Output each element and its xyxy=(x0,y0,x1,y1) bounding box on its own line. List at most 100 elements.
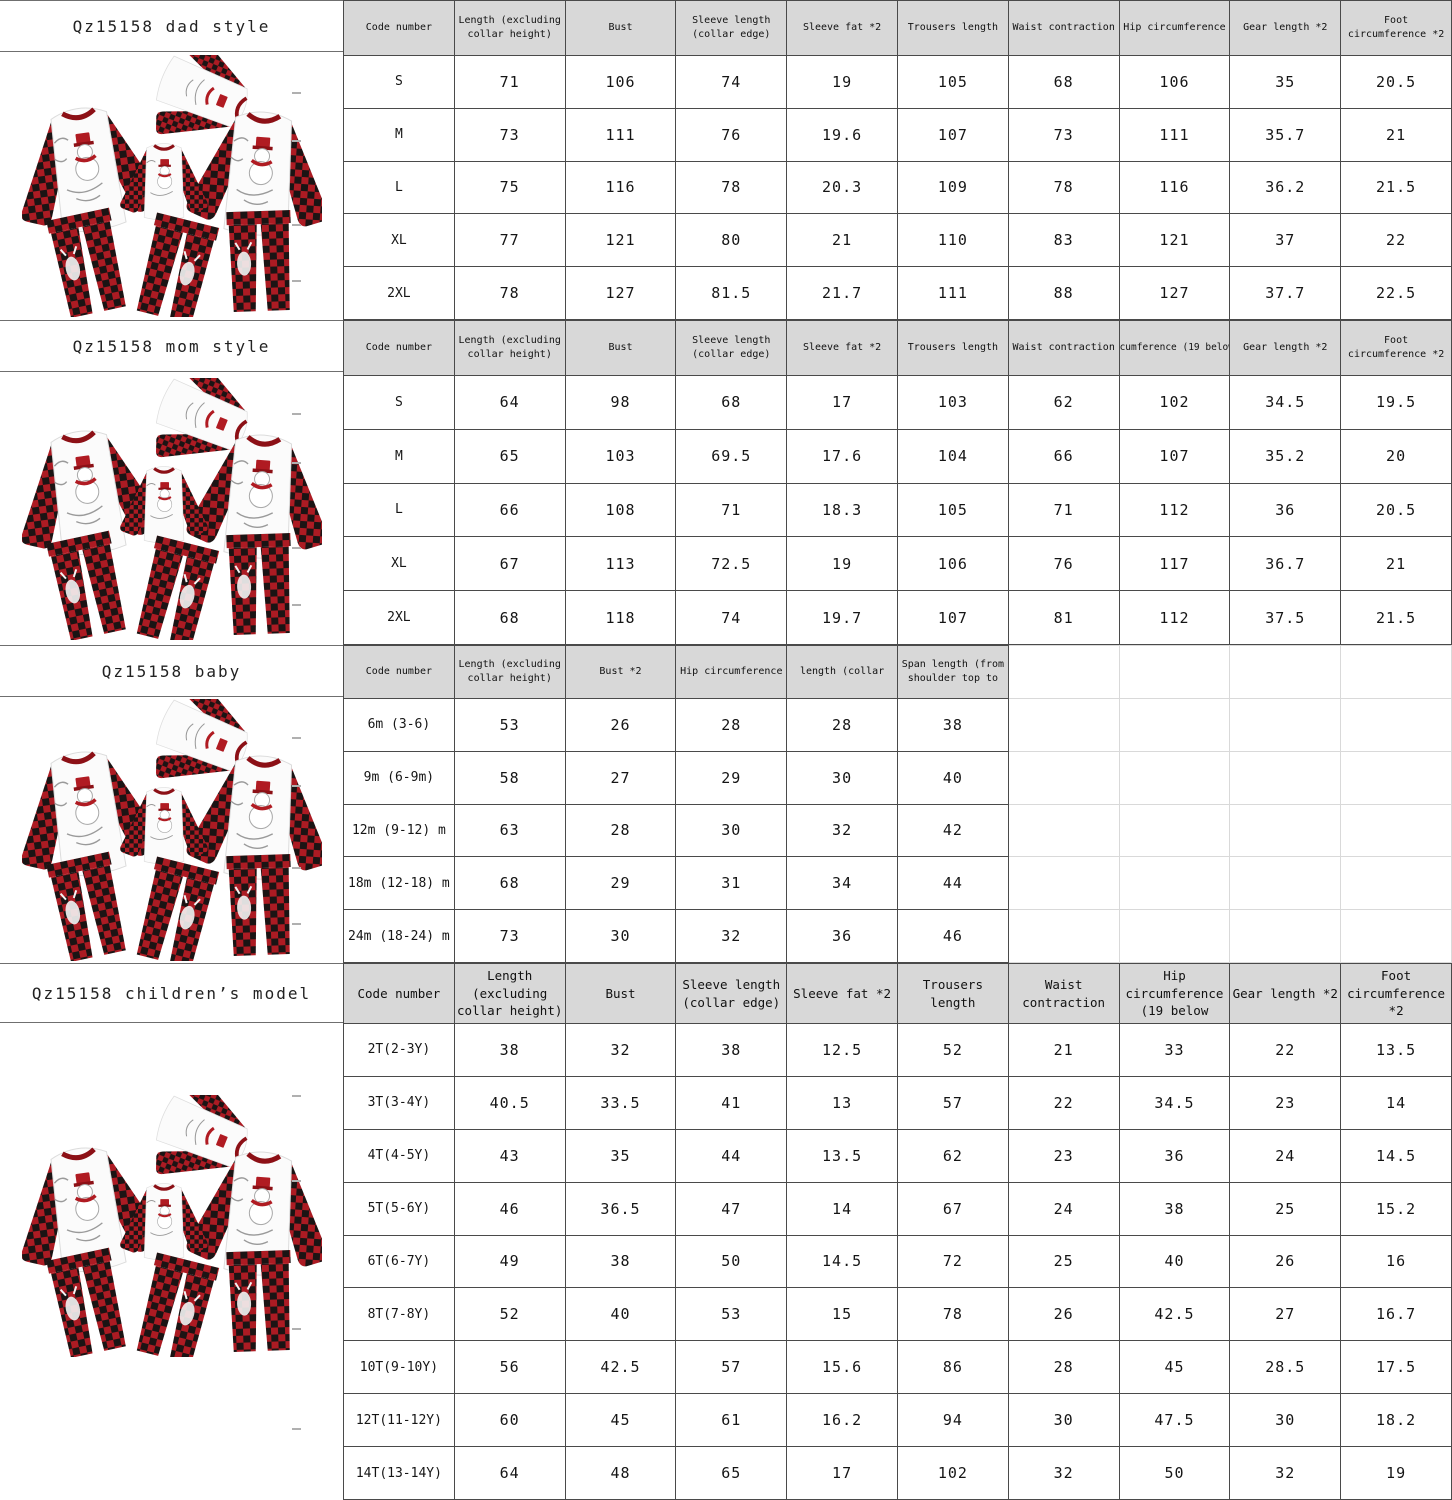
size-cell: 66 xyxy=(1007,428,1120,484)
table-row: 14T(13-14Y) 64 48 65 17 102 32 50 32 19 xyxy=(343,1446,1452,1500)
size-cell: 13 xyxy=(786,1075,898,1130)
column-header: Hip circumference (19 below xyxy=(1118,963,1231,1024)
fold-mark xyxy=(292,784,301,787)
size-cell: 105 xyxy=(896,55,1009,109)
column-header: Length (excluding collar height) xyxy=(453,320,566,376)
code-cell: 14T(13-14Y) xyxy=(343,1446,455,1500)
size-table-baby: Code number Length (excluding collar heig… xyxy=(343,645,1452,963)
code-cell: 12m (9-12) m xyxy=(343,803,455,858)
size-cell: 14.5 xyxy=(1340,1128,1452,1183)
column-header: Trousers length xyxy=(896,963,1009,1024)
size-cell: 62 xyxy=(1007,375,1120,430)
column-header: Code number xyxy=(343,963,455,1024)
size-cell: 63 xyxy=(453,803,566,858)
size-cell xyxy=(1007,698,1120,752)
size-cell: 15.6 xyxy=(786,1340,898,1395)
size-cell: 81.5 xyxy=(675,266,788,320)
size-cell: 103 xyxy=(564,428,677,484)
fold-mark xyxy=(292,546,301,549)
table-row: XL 77 121 80 21 110 83 121 37 22 xyxy=(343,213,1452,268)
fold-mark xyxy=(292,223,301,226)
size-cell: 38 xyxy=(1118,1181,1231,1236)
size-cell: 19.5 xyxy=(1340,375,1452,430)
size-cell: 37.5 xyxy=(1229,590,1342,645)
pajama-set-illustration xyxy=(21,377,322,640)
size-cell: 35.7 xyxy=(1229,107,1342,162)
size-cell: 21.5 xyxy=(1340,590,1452,645)
size-cell: 20.3 xyxy=(786,160,898,215)
fold-mark xyxy=(292,1094,301,1097)
header-row: Code number Length (excluding collar heig… xyxy=(343,320,1452,376)
size-cell: 27 xyxy=(564,750,677,805)
size-cell: 36 xyxy=(1118,1128,1231,1183)
size-cell: 32 xyxy=(786,803,898,858)
table-row: 2T(2-3Y) 38 32 38 12.5 52 21 33 22 13.5 xyxy=(343,1023,1452,1077)
column-header: Waist contraction xyxy=(1007,963,1120,1024)
size-cell: 76 xyxy=(1007,536,1120,592)
size-cell xyxy=(1007,856,1120,911)
size-cell: 116 xyxy=(1118,160,1231,215)
product-panel-dad: Qz15158 dad style xyxy=(0,0,343,320)
product-image xyxy=(0,372,343,645)
fold-mark xyxy=(292,1428,301,1431)
size-cell: 121 xyxy=(1118,213,1231,268)
size-cell: 25 xyxy=(1007,1234,1120,1289)
size-cell: 81 xyxy=(1007,590,1120,645)
size-cell: 111 xyxy=(896,266,1009,320)
pajama-set-illustration xyxy=(21,1095,322,1357)
section-title: Qz15158 children’s model xyxy=(0,963,343,1023)
size-cell: 46 xyxy=(453,1181,566,1236)
size-cell: 77 xyxy=(453,213,566,268)
size-cell: 57 xyxy=(896,1075,1009,1130)
size-table-children: Code number Length (excluding collar heig… xyxy=(343,963,1452,1500)
size-cell: 116 xyxy=(564,160,677,215)
size-cell xyxy=(1340,750,1452,805)
size-cell: 24 xyxy=(1007,1181,1120,1236)
size-cell: 38 xyxy=(453,1023,566,1077)
column-header: Sleeve fat *2 xyxy=(786,963,898,1024)
table-row: 12m (9-12) m 63 28 30 32 42 xyxy=(343,803,1452,858)
code-cell: 2XL xyxy=(343,590,455,645)
column-header: Foot circumference *2 xyxy=(1340,963,1452,1024)
size-cell: 42.5 xyxy=(564,1340,677,1395)
fold-mark xyxy=(292,604,301,607)
size-cell: 16.2 xyxy=(786,1393,898,1447)
size-cell: 127 xyxy=(1118,266,1231,320)
size-cell: 28 xyxy=(786,698,898,752)
size-cell: 36.7 xyxy=(1229,536,1342,592)
size-cell: 38 xyxy=(675,1023,788,1077)
column-header: Bust xyxy=(564,320,677,376)
size-cell: 46 xyxy=(896,909,1009,963)
size-cell: 30 xyxy=(564,909,677,963)
size-cell: 36 xyxy=(1229,482,1342,538)
size-cell: 21 xyxy=(1340,536,1452,592)
size-cell: 111 xyxy=(1118,107,1231,162)
section-children: Qz15158 children’s model xyxy=(0,963,1452,1500)
size-cell: 68 xyxy=(453,590,566,645)
size-cell: 40 xyxy=(564,1287,677,1342)
size-cell: 53 xyxy=(453,698,566,752)
size-cell: 17.6 xyxy=(786,428,898,484)
fold-mark xyxy=(292,923,301,926)
size-cell: 74 xyxy=(675,55,788,109)
size-cell: 105 xyxy=(896,482,1009,538)
size-cell: 43 xyxy=(453,1128,566,1183)
size-cell: 64 xyxy=(453,1446,566,1500)
size-cell: 40 xyxy=(1118,1234,1231,1289)
size-cell: 27 xyxy=(1229,1287,1342,1342)
table-row: 18m (12-18) m 68 29 31 34 44 xyxy=(343,856,1452,911)
size-cell xyxy=(1229,698,1342,752)
size-cell xyxy=(1118,909,1231,963)
column-header xyxy=(1229,645,1342,699)
size-cell xyxy=(1340,803,1452,858)
size-cell xyxy=(1340,909,1452,963)
size-cell xyxy=(1007,803,1120,858)
section-mom: Qz15158 mom style xyxy=(0,320,1452,645)
size-cell: 72.5 xyxy=(675,536,788,592)
code-cell: 3T(3-4Y) xyxy=(343,1075,455,1130)
size-cell: 21 xyxy=(1340,107,1452,162)
size-cell: 12.5 xyxy=(786,1023,898,1077)
size-cell: 17 xyxy=(786,375,898,430)
size-cell: 73 xyxy=(1007,107,1120,162)
size-cell xyxy=(1007,909,1120,963)
